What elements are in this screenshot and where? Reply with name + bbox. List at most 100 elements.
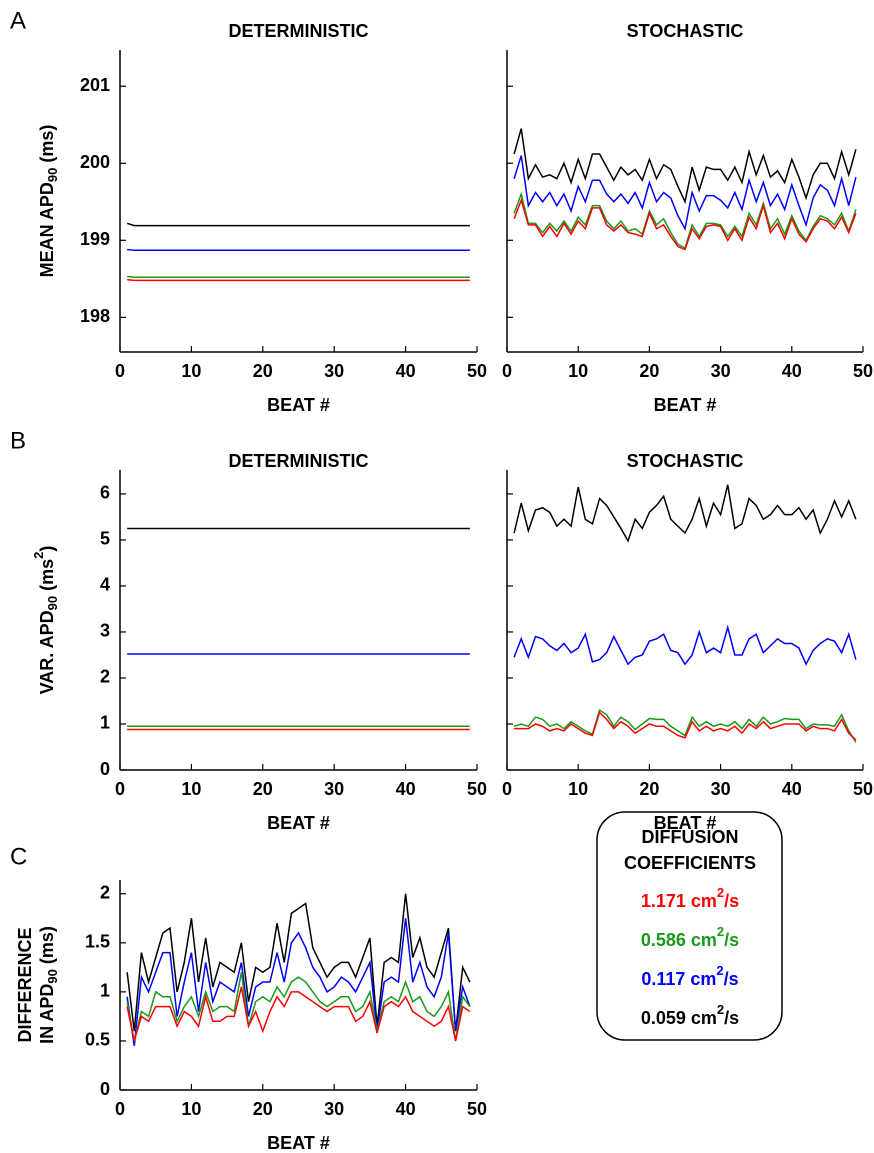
y-tick-label: 199	[80, 229, 110, 249]
x-tick-label: 20	[639, 361, 659, 381]
x-tick-label: 10	[181, 1099, 201, 1119]
legend-entry: 1.171 cm2/s	[641, 885, 739, 910]
text-sub: 90	[45, 596, 60, 610]
x-tick-label: 50	[467, 779, 487, 799]
y-tick-label: 3	[100, 621, 110, 641]
chart-title: DETERMINISTIC	[228, 21, 368, 41]
text-super: 2	[717, 1002, 724, 1017]
text-part: 1.171 cm	[641, 891, 717, 911]
panel-label: B	[10, 427, 26, 454]
x-tick-label: 40	[396, 1099, 416, 1119]
legend-box	[596, 811, 783, 1041]
legend-entry: 0.117 cm2/s	[641, 963, 738, 988]
x-tick-label: 30	[711, 361, 731, 381]
text-part: 0.059 cm	[641, 1008, 717, 1028]
text-part: (ms	[37, 559, 57, 596]
x-tick-label: 30	[324, 361, 344, 381]
x-tick-label: 30	[711, 779, 731, 799]
x-tick-label: 50	[853, 361, 873, 381]
text-part: 0.586 cm	[641, 930, 717, 950]
series-line	[513, 709, 857, 743]
text-part: VAR. APD	[37, 610, 57, 694]
x-tick-label: 40	[396, 779, 416, 799]
legend-entry: 0.586 cm2/s	[641, 924, 739, 949]
x-axis-label: BEAT #	[267, 1133, 330, 1153]
chart-title: STOCHASTIC	[627, 21, 744, 41]
text-part: IN APD	[37, 984, 57, 1044]
text-sub: 90	[45, 969, 60, 983]
y-axis-label: DIFFERENCE	[15, 927, 35, 1042]
x-tick-label: 10	[568, 361, 588, 381]
x-tick-label: 0	[115, 361, 125, 381]
y-tick-label: 200	[80, 152, 110, 172]
x-axis-label: BEAT #	[654, 395, 717, 415]
x-tick-label: 50	[467, 1099, 487, 1119]
x-tick-label: 30	[324, 779, 344, 799]
text-super: 2	[717, 924, 724, 939]
text-part: (ms)	[37, 926, 57, 969]
series-line	[127, 248, 470, 252]
y-tick-label: 5	[100, 529, 110, 549]
x-tick-label: 0	[115, 779, 125, 799]
x-tick-label: 20	[253, 779, 273, 799]
text-sub: 90	[45, 168, 60, 182]
text-part: DIFFERENCE	[15, 927, 35, 1042]
y-tick-label: 1	[100, 981, 110, 1001]
x-tick-label: 10	[181, 361, 201, 381]
series-line	[126, 222, 470, 227]
x-tick-label: 20	[253, 1099, 273, 1119]
y-tick-label: 2	[100, 882, 110, 902]
x-tick-label: 50	[467, 361, 487, 381]
panel-label: C	[10, 843, 27, 870]
text-super: 2	[717, 885, 724, 900]
x-tick-label: 0	[502, 779, 512, 799]
y-tick-label: 1	[100, 713, 110, 733]
series-line	[126, 986, 471, 1042]
x-tick-label: 50	[853, 779, 873, 799]
panel-label: A	[10, 7, 26, 34]
y-tick-label: 0	[100, 1079, 110, 1099]
y-tick-label: 0	[100, 759, 110, 779]
text-part: /s	[724, 969, 739, 989]
chart-title: STOCHASTIC	[627, 451, 744, 471]
text-super: 2	[716, 963, 723, 978]
text-part: /s	[724, 891, 739, 911]
x-tick-label: 40	[782, 779, 802, 799]
x-tick-label: 40	[396, 361, 416, 381]
text-part: MEAN APD	[37, 182, 57, 277]
x-tick-label: 10	[568, 779, 588, 799]
x-tick-label: 0	[115, 1099, 125, 1119]
series-line	[126, 893, 471, 1032]
y-axis-label: MEAN APD90 (ms)	[37, 125, 61, 278]
y-tick-label: 1.5	[85, 932, 110, 952]
x-axis-label: BEAT #	[267, 395, 330, 415]
y-tick-label: 2	[100, 667, 110, 687]
x-axis-label: BEAT #	[654, 813, 717, 833]
chart-title: DETERMINISTIC	[228, 451, 368, 471]
x-tick-label: 20	[639, 779, 659, 799]
y-tick-label: 4	[100, 575, 110, 595]
text-part: (ms)	[37, 125, 57, 168]
series-line	[126, 972, 471, 1042]
series-line	[513, 128, 857, 205]
series-line	[513, 624, 857, 666]
legend-title: DIFFUSION	[642, 827, 739, 847]
y-tick-label: 198	[80, 306, 110, 326]
x-tick-label: 20	[253, 361, 273, 381]
x-tick-label: 0	[502, 361, 512, 381]
legend-entry: 0.059 cm2/s	[641, 1002, 739, 1027]
series-line	[513, 484, 857, 543]
series-line	[514, 711, 857, 741]
x-axis-label: BEAT #	[267, 813, 330, 833]
series-line	[126, 918, 471, 1046]
text-part: /s	[724, 930, 739, 950]
x-tick-label: 30	[324, 1099, 344, 1119]
text-part: )	[37, 546, 57, 552]
y-tick-label: 0.5	[85, 1030, 110, 1050]
text-super: 2	[31, 552, 46, 559]
series-line	[127, 275, 470, 279]
series-line	[513, 197, 857, 251]
y-tick-label: 6	[100, 483, 110, 503]
y-axis-label: IN APD90 (ms)	[37, 926, 61, 1044]
